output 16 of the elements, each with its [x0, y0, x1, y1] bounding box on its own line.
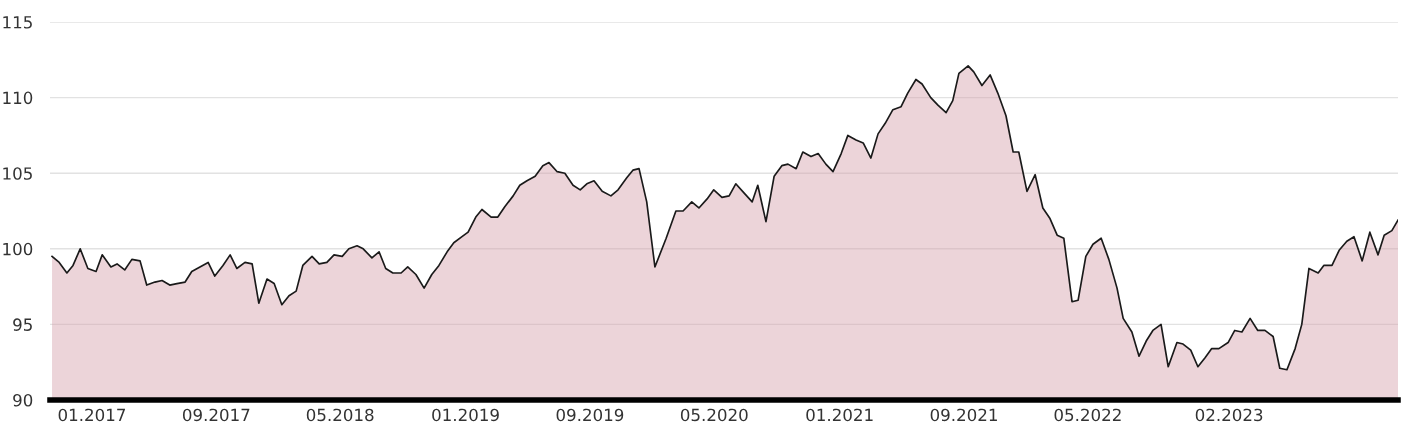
x-tick-label: 01.2019	[432, 408, 499, 422]
x-tick-label: 02.2023	[1195, 408, 1263, 422]
y-tick-label: 95	[13, 318, 32, 331]
y-tick-label: 90	[13, 393, 33, 407]
x-tick-label: 09.2019	[556, 408, 624, 422]
x-tick-label: 09.2017	[182, 408, 250, 422]
y-tick-label: 115	[3, 16, 32, 29]
x-tick-label: 09.2021	[930, 408, 997, 422]
y-tick-label: 110	[3, 91, 33, 105]
x-tick-label: 05.2022	[1054, 408, 1121, 422]
x-tick-label: 01.2017	[58, 408, 125, 422]
y-tick-label: 105	[3, 167, 32, 180]
y-tick-label: 100	[3, 242, 33, 256]
x-tick-label: 01.2021	[806, 408, 873, 422]
x-tick-label: 05.2018	[306, 408, 374, 422]
x-tick-label: 05.2020	[680, 408, 748, 422]
